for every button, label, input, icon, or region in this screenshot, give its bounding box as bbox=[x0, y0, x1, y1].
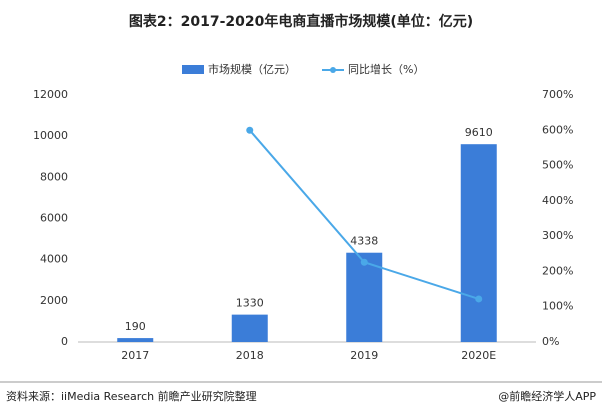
bar bbox=[346, 252, 383, 342]
legend-label: 市场规模（亿元） bbox=[208, 62, 296, 76]
legend-swatch bbox=[182, 65, 204, 74]
value-label: 4338 bbox=[350, 235, 378, 248]
y-tick-label: 0 bbox=[61, 335, 68, 348]
y-tick-label: 12000 bbox=[33, 88, 68, 101]
x-tick-label: 2018 bbox=[236, 349, 264, 362]
y-tick-label: 6000 bbox=[40, 212, 68, 225]
y2-tick-label: 600% bbox=[542, 123, 573, 136]
y-tick-label: 8000 bbox=[40, 170, 68, 183]
y-tick-label: 10000 bbox=[33, 129, 68, 142]
y-tick-label: 2000 bbox=[40, 294, 68, 307]
source: 资料来源：iiMedia Research 前瞻产业研究院整理 bbox=[6, 389, 257, 403]
value-label: 9610 bbox=[465, 126, 493, 139]
chart-title: 图表2：2017-2020年电商直播市场规模(单位：亿元) bbox=[129, 13, 473, 30]
bar bbox=[231, 314, 268, 342]
bar bbox=[460, 144, 497, 342]
y2-tick-label: 400% bbox=[542, 194, 573, 207]
y2-tick-label: 300% bbox=[542, 229, 573, 242]
line-point bbox=[475, 295, 483, 303]
value-label: 1330 bbox=[236, 297, 264, 310]
y2-tick-label: 200% bbox=[542, 264, 573, 277]
y-tick-label: 4000 bbox=[40, 253, 68, 266]
y2-tick-label: 100% bbox=[542, 300, 573, 313]
legend-swatch bbox=[330, 67, 336, 73]
value-label: 190 bbox=[125, 320, 146, 333]
x-tick-label: 2020E bbox=[461, 349, 496, 362]
y2-tick-label: 500% bbox=[542, 159, 573, 172]
line-point bbox=[360, 258, 368, 266]
line-point bbox=[246, 126, 254, 134]
x-tick-label: 2017 bbox=[121, 349, 149, 362]
legend-label: 同比增长（%） bbox=[348, 62, 424, 76]
x-tick-label: 2019 bbox=[350, 349, 378, 362]
y2-tick-label: 0% bbox=[542, 335, 559, 348]
y2-tick-label: 700% bbox=[542, 88, 573, 101]
footer: @前瞻经济学人APP bbox=[498, 389, 596, 403]
bar bbox=[117, 338, 154, 342]
